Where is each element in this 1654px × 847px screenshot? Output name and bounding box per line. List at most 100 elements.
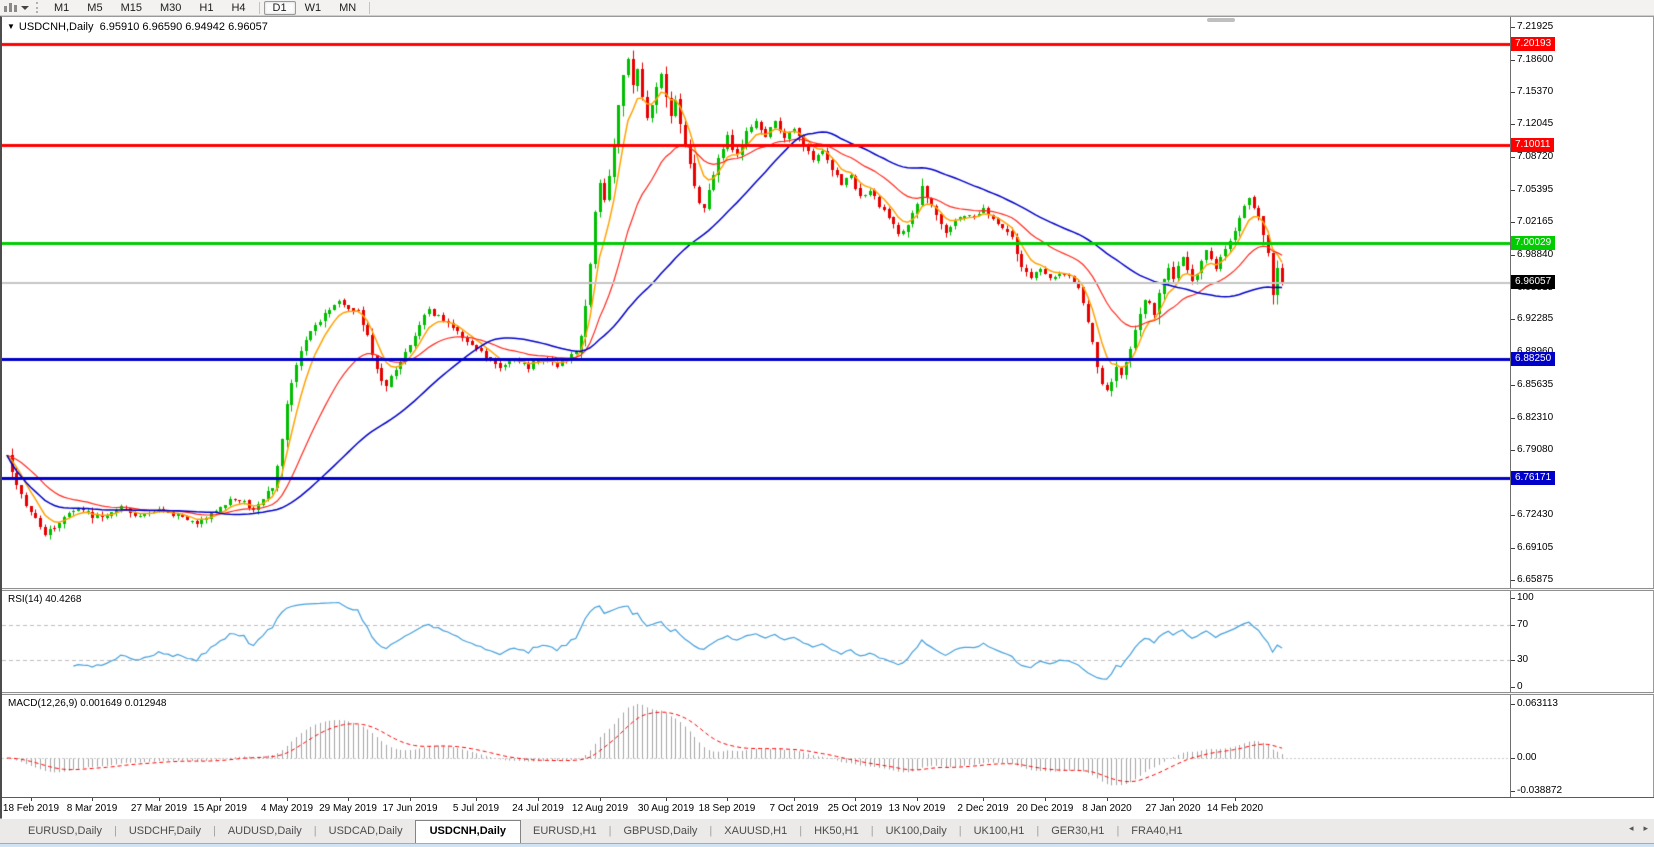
tab-xauusd-h1[interactable]: XAUUSD,H1 <box>724 825 788 837</box>
price-axis-tick <box>1510 418 1515 419</box>
timeframe-button-m1[interactable]: M1 <box>54 1 70 14</box>
tab-separator: | <box>113 825 117 837</box>
rsi-axis-tick <box>1510 625 1515 626</box>
ohlc-info: ▼ USDCNH,Daily 6.95910 6.96590 6.94942 6.… <box>7 21 268 33</box>
current-price-badge: 6.96057 <box>1511 275 1556 289</box>
macd-canvas[interactable] <box>2 695 1510 797</box>
tab-separator: | <box>870 825 874 837</box>
timeframe-toolbar: M1 M5 M15 M30 H1 H4 D1 W1 MN <box>45 0 374 15</box>
tab-gbpusd-daily[interactable]: GBPUSD,Daily <box>623 825 698 837</box>
date-axis-tick <box>1235 798 1236 801</box>
tab-usdchf-daily[interactable]: USDCHF,Daily <box>128 825 201 837</box>
date-axis-tick <box>917 798 918 801</box>
price-axis-label: 7.12045 <box>1517 118 1554 129</box>
date-axis-tick <box>600 798 601 801</box>
date-axis-label: 18 Feb 2019 <box>2 803 60 814</box>
price-axis-label: 7.18600 <box>1517 54 1554 65</box>
ohlc-values: 6.95910 6.96590 6.94942 6.96057 <box>99 21 268 33</box>
tab-separator: | <box>799 825 803 837</box>
chevron-down-icon[interactable] <box>21 5 29 10</box>
price-axis-label: 7.08720 <box>1517 151 1554 162</box>
symbol-dropdown-icon[interactable]: ▼ <box>7 22 15 31</box>
timeframe-button-h1[interactable]: H1 <box>199 1 214 14</box>
date-axis-label: 25 Oct 2019 <box>827 803 883 814</box>
rsi-axis-label: 70 <box>1517 619 1529 630</box>
date-axis[interactable]: 18 Feb 2019 8 Mar 2019 27 Mar 2019 15 Apr 2… <box>2 797 1654 819</box>
price-level-badge: 7.20193 <box>1511 37 1556 51</box>
price-axis-tick <box>1510 222 1515 223</box>
tab-eurusd-h1[interactable]: EURUSD,H1 <box>533 825 597 837</box>
tab-uk100-daily[interactable]: UK100,Daily <box>885 825 947 837</box>
symbol-tab-bar: EURUSD,Daily | USDCHF,Daily | AUDUSD,Daily | U… <box>0 818 1654 843</box>
tab-separator: | <box>608 825 612 837</box>
chart-hscroll-thumb[interactable] <box>1207 18 1235 22</box>
price-axis-label: 7.02165 <box>1517 216 1554 227</box>
tab-fra40-h1[interactable]: FRA40,H1 <box>1131 825 1183 837</box>
tab-separator: | <box>212 825 216 837</box>
rsi-axis-label: 0 <box>1517 681 1523 692</box>
price-axis-label: 7.05395 <box>1517 184 1554 195</box>
date-axis-tick <box>538 798 539 801</box>
tab-hk50-h1[interactable]: HK50,H1 <box>814 825 859 837</box>
toolbar-grip[interactable] <box>36 2 39 13</box>
date-axis-label: 2 Dec 2019 <box>957 803 1009 814</box>
tab-separator: | <box>313 825 317 837</box>
rsi-canvas[interactable] <box>2 591 1510 692</box>
timeframe-button-m5[interactable]: M5 <box>87 1 103 14</box>
date-axis-tick <box>666 798 667 801</box>
rsi-axis-label: 30 <box>1517 654 1529 665</box>
toolbar-separator <box>258 1 260 14</box>
price-level-badge: 7.10011 <box>1511 138 1555 152</box>
date-axis-tick <box>159 798 160 801</box>
tab-audusd-daily[interactable]: AUDUSD,Daily <box>227 825 302 837</box>
timeframe-button-m15[interactable]: M15 <box>120 1 142 14</box>
timeframe-button-mn[interactable]: MN <box>339 1 357 14</box>
price-axis-tick <box>1510 548 1515 549</box>
tab-uk100-h1[interactable]: UK100,H1 <box>973 825 1025 837</box>
pane-separator-rsi[interactable] <box>2 588 1654 591</box>
price-level-badge: 6.88250 <box>1511 352 1556 366</box>
toolbar-separator <box>369 1 371 14</box>
macd-axis-label: 0.063113 <box>1517 698 1558 709</box>
timeframe-button-d1[interactable]: D1 <box>263 0 296 15</box>
chart-window[interactable]: ▼ USDCNH,Daily 6.95910 6.96590 6.94942 6.… <box>0 16 1654 819</box>
date-axis-label: 5 Jul 2019 <box>452 803 500 814</box>
price-axis-tick <box>1510 255 1515 256</box>
price-axis-tick <box>1510 580 1515 581</box>
tab-usdcad-daily[interactable]: USDCAD,Daily <box>328 825 403 837</box>
timeframe-button-h4[interactable]: H4 <box>231 1 246 14</box>
price-axis-label: 6.92285 <box>1517 313 1554 324</box>
date-axis-label: 12 Aug 2019 <box>571 803 629 814</box>
timeframe-button-w1[interactable]: W1 <box>304 1 322 14</box>
tab-eurusd-daily[interactable]: EURUSD,Daily <box>28 825 102 837</box>
price-axis-label: 6.79080 <box>1517 444 1554 455</box>
toolbar: M1 M5 M15 M30 H1 H4 D1 W1 MN <box>0 0 1654 16</box>
pane-separator-macd[interactable] <box>2 692 1654 695</box>
date-axis-tick <box>31 798 32 801</box>
date-axis-label: 8 Mar 2019 <box>66 803 118 814</box>
timeframe-button-m30[interactable]: M30 <box>159 1 182 14</box>
date-axis-tick <box>348 798 349 801</box>
date-axis-tick <box>794 798 795 801</box>
price-axis-tick <box>1510 92 1515 93</box>
price-level-badge: 7.00029 <box>1511 236 1556 250</box>
tab-scroll-right-icon[interactable]: ▸ <box>1643 823 1648 833</box>
price-axis-tick <box>1510 385 1515 386</box>
tab-ger30-h1[interactable]: GER30,H1 <box>1051 825 1105 837</box>
date-axis-tick <box>1173 798 1174 801</box>
date-axis-label: 18 Sep 2019 <box>698 803 756 814</box>
date-axis-label: 30 Aug 2019 <box>637 803 695 814</box>
date-axis-label: 29 May 2019 <box>319 803 377 814</box>
date-axis-tick <box>1107 798 1108 801</box>
price-axis-tick <box>1510 450 1515 451</box>
tab-usdcnh-daily[interactable]: USDCNH,Daily <box>414 819 522 843</box>
price-axis-label: 7.21925 <box>1517 21 1554 32</box>
tab-scroll-left-icon[interactable]: ◂ <box>1628 823 1634 833</box>
chart-type-button[interactable] <box>3 2 29 14</box>
price-chart-canvas[interactable] <box>2 17 1510 588</box>
rsi-label: RSI(14) 40.4268 <box>8 594 82 605</box>
date-axis-tick <box>410 798 411 801</box>
date-axis-tick <box>727 798 728 801</box>
status-bar <box>0 843 1654 847</box>
rsi-axis-tick <box>1510 687 1515 688</box>
